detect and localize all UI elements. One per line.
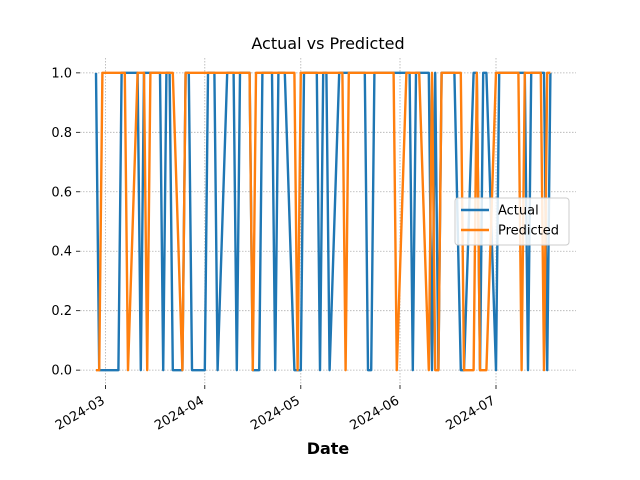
chart-title: Actual vs Predicted xyxy=(251,34,404,53)
y-tick-label: 0.4 xyxy=(51,245,72,260)
legend-label-actual: Actual xyxy=(498,204,539,219)
series-line-predicted xyxy=(96,71,551,372)
y-tick-label: 0.6 xyxy=(51,185,72,200)
y-tick-label: 0.2 xyxy=(51,304,72,319)
y-tick-label: 0.8 xyxy=(51,126,72,141)
y-tick-label: 1.0 xyxy=(51,66,72,81)
legend-label-predicted: Predicted xyxy=(498,224,559,239)
y-axis: 0.0 0.2 0.4 0.6 0.8 1.0 xyxy=(51,66,80,379)
series-layer xyxy=(94,71,552,372)
y-tick-label: 0.0 xyxy=(51,364,72,379)
x-axis-label: Date xyxy=(307,439,350,458)
legend: Actual Predicted xyxy=(454,197,570,246)
